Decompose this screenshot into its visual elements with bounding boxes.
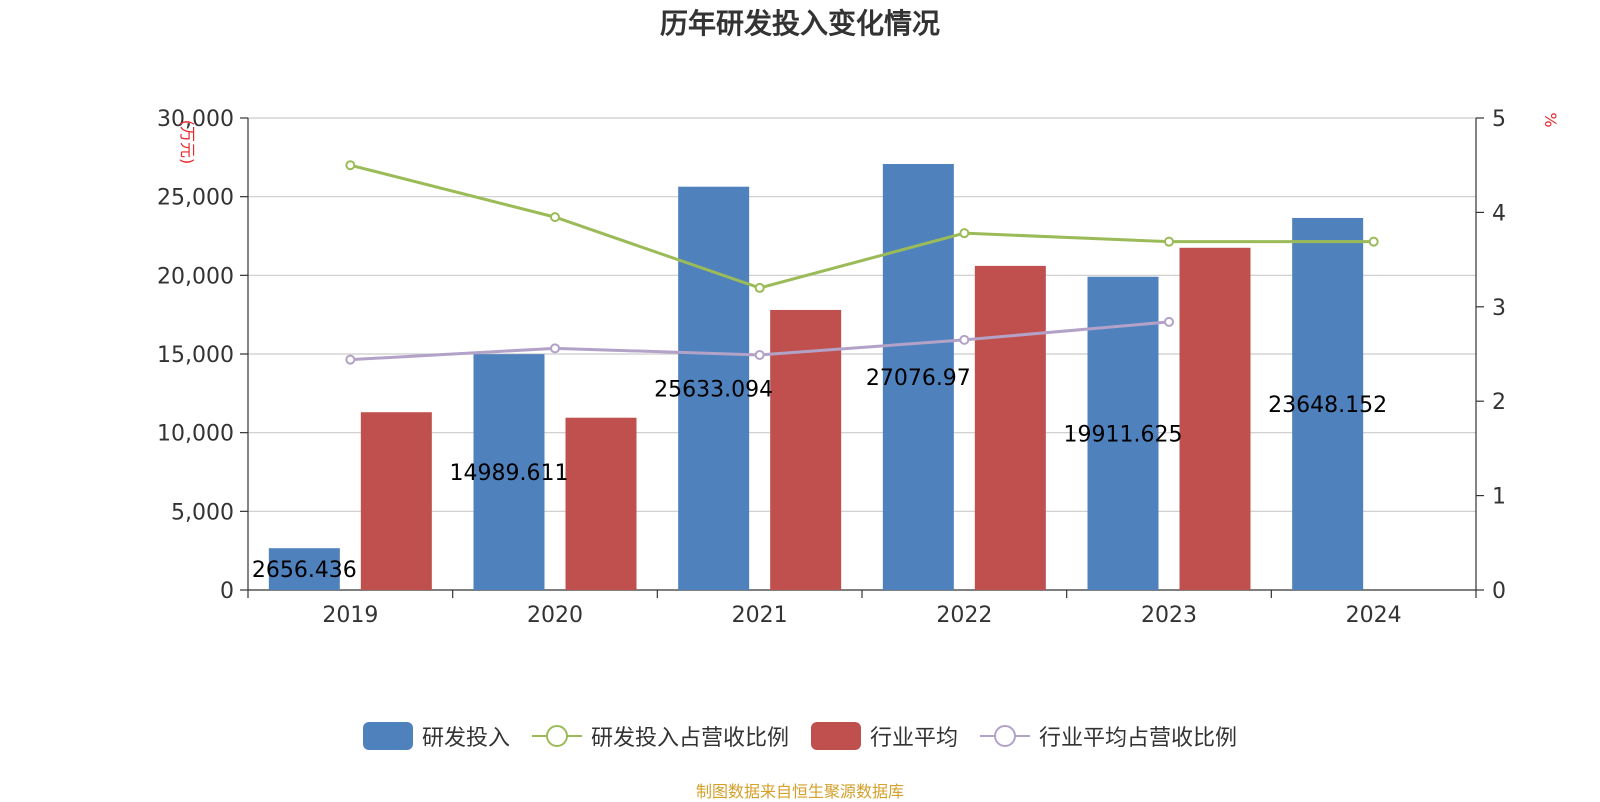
industry-ratio-point [959, 334, 970, 345]
rd-ratio-point [754, 282, 765, 293]
x-tick-label: 2021 [732, 603, 788, 628]
legend-swatch-industry [811, 722, 861, 750]
legend-item-rd[interactable]: 研发投入 [362, 720, 510, 752]
bar-rd [268, 548, 340, 590]
x-tick-label: 2020 [527, 603, 583, 628]
y-left-tick-label: 5,000 [171, 500, 234, 525]
y-left-tick-label: 20,000 [157, 264, 234, 289]
bar-rd [473, 354, 545, 590]
bar-industry [974, 265, 1046, 590]
bar-rd [678, 186, 750, 590]
legend-item-industry-ratio[interactable]: 行业平均占营收比例 [980, 720, 1237, 752]
bar-rd-data-label: 23648.152 [1268, 393, 1387, 418]
y-right-tick-label: 4 [1492, 201, 1506, 226]
bar-rd-data-label: 19911.625 [1064, 422, 1183, 447]
rd-ratio-point [1164, 236, 1174, 247]
legend-swatch-industry-ratio [980, 725, 1031, 747]
rd-ratio-point [345, 160, 356, 171]
y-right-tick-label: 0 [1492, 579, 1506, 604]
chart-title: 历年研发投入变化情况 [659, 7, 940, 40]
y-left-tick-label: 25,000 [157, 186, 234, 211]
legend-label-industry: 行业平均 [870, 726, 959, 751]
x-tick-label: 2022 [936, 603, 992, 628]
industry-ratio-point [1164, 316, 1174, 327]
industry-ratio-point [550, 343, 560, 354]
y-right-tick-label: 2 [1492, 390, 1506, 415]
rd-ratio-point [1368, 236, 1379, 247]
bar-rd [1292, 217, 1364, 591]
bar-industry [1179, 247, 1251, 591]
legend-label-industry-ratio: 行业平均占营收比例 [1039, 726, 1238, 751]
rd-ratio-point [550, 212, 560, 223]
y-right-tick-label: 3 [1492, 296, 1506, 321]
bar-rd [882, 163, 954, 590]
legend-swatch-rd [362, 722, 413, 750]
bar-rd-data-label: 27076.97 [866, 366, 971, 391]
legend-label-rd-ratio: 研发投入占营收比例 [590, 726, 789, 751]
legend: 研发投入 研发投入占营收比例 行业平均 行业平均占营收比例 [0, 718, 1600, 754]
legend-swatch-rd-ratio [531, 725, 582, 747]
y-right-unit-label: % [1541, 112, 1560, 127]
industry-ratio-point [345, 354, 356, 365]
combo-chart: 05,00010,00015,00020,00025,00030,0000123… [157, 107, 1560, 628]
x-tick-label: 2024 [1346, 603, 1402, 628]
x-tick-label: 2019 [322, 603, 378, 628]
y-right-tick-label: 5 [1492, 107, 1506, 132]
y-left-unit-label: (万元) [178, 120, 197, 165]
bar-industry [770, 309, 842, 590]
bar-industry [565, 417, 637, 590]
bar-rd-data-label: 14989.611 [450, 461, 569, 486]
rd-ratio-line [349, 163, 1374, 290]
source-note: 制图数据来自恒生聚源数据库 [695, 782, 904, 801]
x-tick-label: 2023 [1141, 603, 1197, 628]
industry-ratio-point [754, 349, 765, 360]
rd-ratio-point [959, 228, 970, 239]
y-left-tick-label: 0 [220, 579, 234, 604]
bar-rd-data-label: 2656.436 [252, 558, 357, 583]
y-left-tick-label: 10,000 [157, 422, 234, 447]
legend-item-industry[interactable]: 行业平均 [811, 720, 958, 752]
bar-rd-data-label: 25633.094 [654, 377, 773, 402]
legend-item-rd-ratio[interactable]: 研发投入占营收比例 [531, 720, 789, 752]
y-left-tick-label: 15,000 [157, 343, 234, 368]
y-right-tick-label: 1 [1492, 485, 1506, 510]
bar-industry [360, 412, 432, 590]
legend-label-rd: 研发投入 [421, 726, 510, 751]
y-left-tick-label: 30,000 [157, 107, 234, 132]
